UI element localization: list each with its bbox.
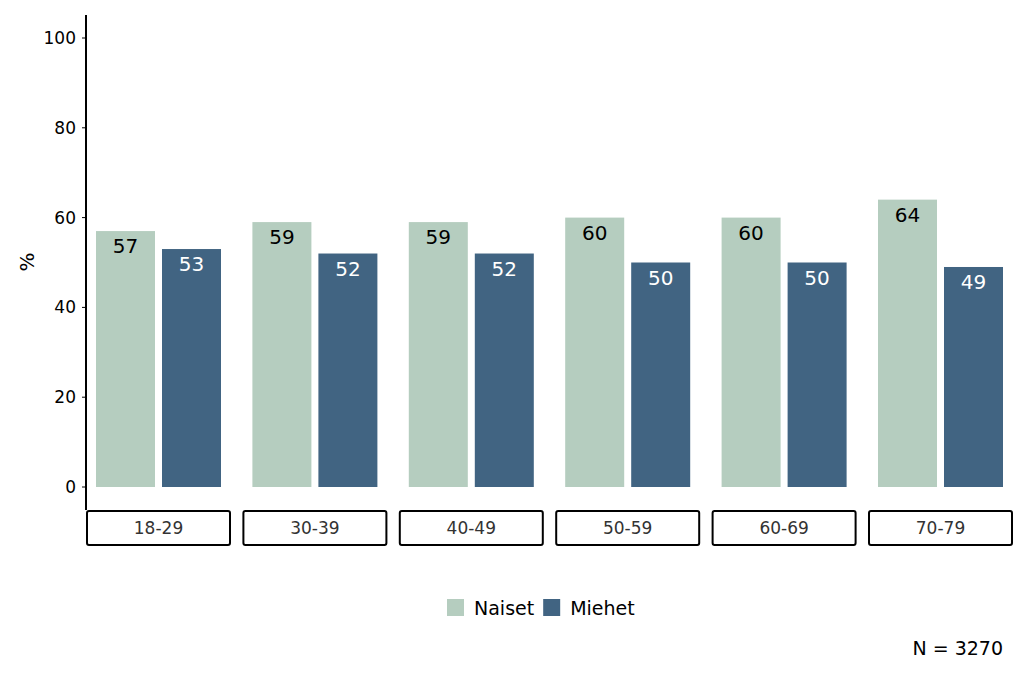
legend-swatch [447,599,464,616]
category-box [556,511,699,545]
bar [162,249,221,487]
data-label: 60 [582,221,607,245]
data-label: 60 [738,221,763,245]
legend-label: Naiset [474,597,534,619]
data-label: 52 [335,257,360,281]
category-box [713,511,856,545]
chart-svg: 0 20 40 60 80 100% 57 53 59 52 59 52 60 50 60 50 64 49 18-… [0,0,1024,675]
y-tick [82,217,86,218]
data-label: 57 [113,234,138,258]
y-tick-label: 100 [44,28,76,48]
data-label: 49 [961,270,986,294]
y-tick [82,38,86,39]
category-box [400,511,543,545]
x-tick-label: 18-29 [134,518,183,538]
data-label: 52 [492,257,517,281]
y-tick-label: 60 [54,208,76,228]
category-box [87,511,230,545]
bar [409,222,468,487]
y-tick-label: 20 [54,387,76,407]
legend-label: Miehet [570,597,635,619]
data-label: 64 [895,203,920,227]
legend: Naiset Miehet [447,597,635,619]
y-tick-label: 40 [54,297,76,317]
bar [252,222,311,487]
x-tick-label: 30-39 [290,518,339,538]
bar [96,231,155,487]
bar [788,263,847,488]
x-tick-label: 70-79 [916,518,965,538]
legend-swatch [543,599,560,616]
data-label: 50 [648,266,673,290]
bars [96,200,1003,487]
bar [475,254,534,487]
y-tick [82,127,86,128]
y-axis-line [85,15,87,510]
bar [878,200,937,487]
bar [722,218,781,487]
y-tick [82,487,86,488]
y-tick-label: 80 [54,118,76,138]
data-label: 53 [179,252,204,276]
x-tick-label: 50-59 [603,518,652,538]
bar [318,254,377,487]
y-tick [82,397,86,398]
x-tick-label: 60-69 [759,518,808,538]
y-axis-label: % [15,252,39,271]
x-tick-label: 40-49 [447,518,496,538]
data-label: 50 [804,266,829,290]
annotation: N = 3270 [912,637,1003,659]
bar [565,218,624,487]
y-tick [82,307,86,308]
bar [631,263,690,488]
data-label: 59 [426,225,451,249]
chart-container: 0 20 40 60 80 100% 57 53 59 52 59 52 60 50 60 50 64 49 18-… [0,0,1024,675]
data-labels: 57 53 59 52 59 52 60 50 60 50 64 49 [113,203,986,294]
y-tick-label: 0 [65,477,76,497]
data-label: 59 [269,225,294,249]
bar [944,267,1003,487]
category-box [869,511,1012,545]
category-box [243,511,386,545]
